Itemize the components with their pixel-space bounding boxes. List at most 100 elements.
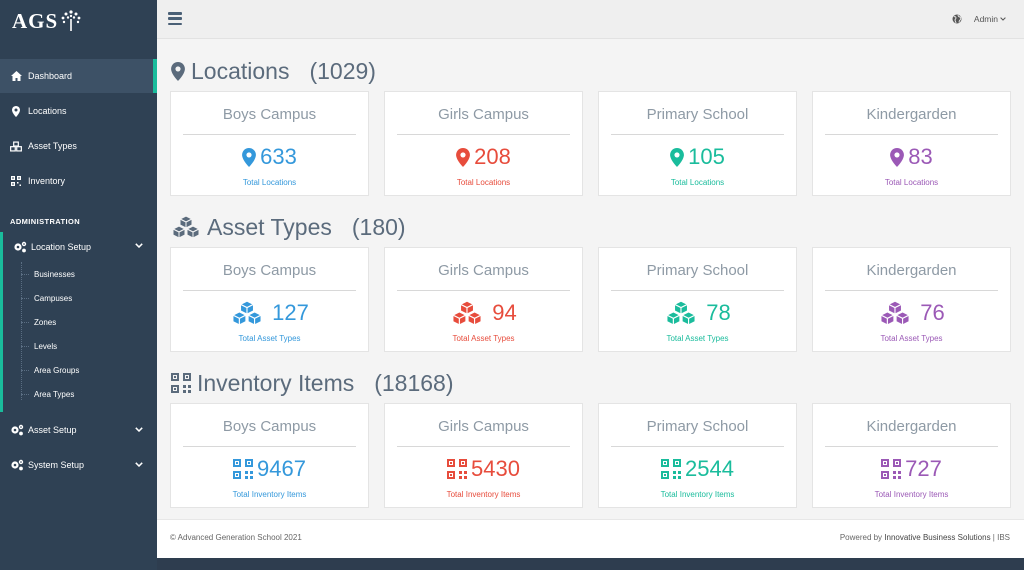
section-title-locations: Locations (1029) [171, 56, 376, 86]
user-menu[interactable]: Admin [974, 14, 1006, 24]
map-marker-icon [242, 147, 257, 167]
stat-card[interactable]: Boys Campus 9467 Total Inventory Items [170, 403, 369, 508]
map-marker-icon [171, 61, 185, 81]
top-bar: Admin [157, 0, 1024, 39]
stat-card[interactable]: Kindergarden 83 Total Locations [812, 91, 1011, 196]
card-value: 127 [272, 300, 309, 325]
card-campus-name: Boys Campus [222, 418, 317, 435]
sub-item-businesses[interactable]: Businesses [3, 262, 157, 286]
cubes-icon [878, 300, 912, 326]
card-label: Total Inventory Items [874, 490, 949, 499]
cogs-icon [13, 241, 27, 253]
stat-card[interactable]: Primary School 78 Total Asset Types [598, 247, 797, 352]
stat-card[interactable]: Boys Campus 633 Total Locations [170, 91, 369, 196]
section-title-text: Locations [191, 57, 290, 84]
map-marker-icon [456, 147, 471, 167]
section-count: (18168) [374, 369, 454, 396]
sidebar-item-asset-types[interactable]: Asset Types [0, 129, 157, 163]
card-value: 94 [492, 300, 517, 325]
footer-copyright: © Advanced Generation School 2021 [170, 533, 302, 542]
card-campus-name: Girls Campus [438, 262, 529, 279]
locations-cards: Boys Campus 633 Total Locations Girls Ca… [170, 91, 1011, 196]
sub-item-levels[interactable]: Levels [3, 334, 157, 358]
sub-item-area-types[interactable]: Area Types [3, 382, 157, 406]
cubes-icon [450, 300, 484, 326]
card-value: 633 [260, 144, 297, 169]
cubes-icon [230, 300, 264, 326]
section-count: (180) [351, 213, 406, 240]
card-label: Total Inventory Items [232, 490, 307, 499]
card-value: 78 [706, 300, 731, 325]
logo[interactable]: AGS [0, 0, 157, 42]
cubes-icon [171, 215, 201, 239]
card-value: 83 [908, 144, 933, 169]
qrcode-icon [171, 373, 191, 393]
stat-card[interactable]: Primary School 2544 Total Inventory Item… [598, 403, 797, 508]
card-value: 76 [920, 300, 945, 325]
map-marker-icon [890, 147, 905, 167]
card-campus-name: Boys Campus [222, 262, 317, 279]
location-setup-group: Location Setup Businesses Campuses Zones… [0, 232, 157, 412]
system-setup-toggle[interactable]: System Setup [0, 447, 157, 482]
card-label: Total Inventory Items [660, 490, 735, 499]
qrcode-icon [881, 459, 902, 479]
card-value: 208 [474, 144, 511, 169]
section-title-text: Inventory Items [197, 369, 355, 396]
cogs-icon [10, 424, 24, 436]
card-campus-name: Girls Campus [438, 106, 529, 123]
sidebar-item-locations[interactable]: Locations [0, 94, 157, 128]
card-label: Total Asset Types [452, 334, 515, 343]
stat-card[interactable]: Kindergarden 76 Total Asset Types [812, 247, 1011, 352]
card-label: Total Locations [884, 178, 939, 187]
card-label: Total Asset Types [238, 334, 301, 343]
stat-card[interactable]: Girls Campus 94 Total Asset Types [384, 247, 583, 352]
card-value: 727 [905, 456, 942, 481]
menu-toggle-icon[interactable] [168, 12, 182, 25]
stat-card[interactable]: Boys Campus 127 Total Asset Types [170, 247, 369, 352]
map-marker-icon [670, 147, 685, 167]
stat-card[interactable]: Primary School 105 Total Locations [598, 91, 797, 196]
powered-org-link[interactable]: Innovative Business Solutions [884, 533, 991, 542]
card-campus-name: Kindergarden [866, 106, 957, 123]
card-label: Total Inventory Items [446, 490, 521, 499]
inventory-cards: Boys Campus 9467 Total Inventory Items G… [170, 403, 1011, 508]
asset-setup-group: Asset Setup [0, 412, 157, 447]
sidebar: AGS Dashboard Locations Asset Types [0, 0, 157, 570]
system-setup-group: System Setup [0, 447, 157, 482]
sidebar-item-dashboard[interactable]: Dashboard [0, 59, 157, 93]
chevron-down-icon [135, 462, 143, 467]
card-label: Total Asset Types [880, 334, 943, 343]
section-title-inventory: Inventory Items (18168) [171, 368, 454, 398]
card-label: Total Locations [242, 178, 297, 187]
cubes-icon [664, 300, 698, 326]
asset-setup-toggle[interactable]: Asset Setup [0, 412, 157, 447]
system-setup-label: System Setup [28, 459, 85, 470]
stat-card[interactable]: Girls Campus 5430 Total Inventory Items [384, 403, 583, 508]
map-marker-icon [10, 105, 22, 117]
sidebar-item-label: Dashboard [28, 71, 73, 81]
sub-item-area-groups[interactable]: Area Groups [3, 358, 157, 382]
sub-item-campuses[interactable]: Campuses [3, 286, 157, 310]
card-campus-name: Kindergarden [866, 262, 957, 279]
stat-card[interactable]: Girls Campus 208 Total Locations [384, 91, 583, 196]
card-campus-name: Primary School [646, 262, 749, 279]
stat-card[interactable]: Kindergarden 727 Total Inventory Items [812, 403, 1011, 508]
cogs-icon [10, 459, 24, 471]
bottom-strip [157, 558, 1024, 570]
globe-icon[interactable] [952, 14, 962, 24]
sidebar-item-inventory[interactable]: Inventory [0, 164, 157, 198]
footer-powered-by: Powered by Innovative Business Solutions… [840, 533, 1010, 542]
qrcode-icon [10, 175, 22, 187]
card-value: 2544 [685, 456, 734, 481]
cubes-icon [10, 140, 22, 152]
powered-suffix: | IBS [990, 533, 1010, 542]
card-value: 105 [688, 144, 725, 169]
qrcode-icon [447, 459, 468, 479]
card-campus-name: Primary School [646, 418, 749, 435]
card-label: Total Asset Types [666, 334, 729, 343]
sub-item-zones[interactable]: Zones [3, 310, 157, 334]
card-value: 9467 [257, 456, 306, 481]
card-value: 5430 [471, 456, 520, 481]
location-setup-label: Location Setup [31, 242, 92, 252]
location-setup-toggle[interactable]: Location Setup [3, 232, 157, 262]
